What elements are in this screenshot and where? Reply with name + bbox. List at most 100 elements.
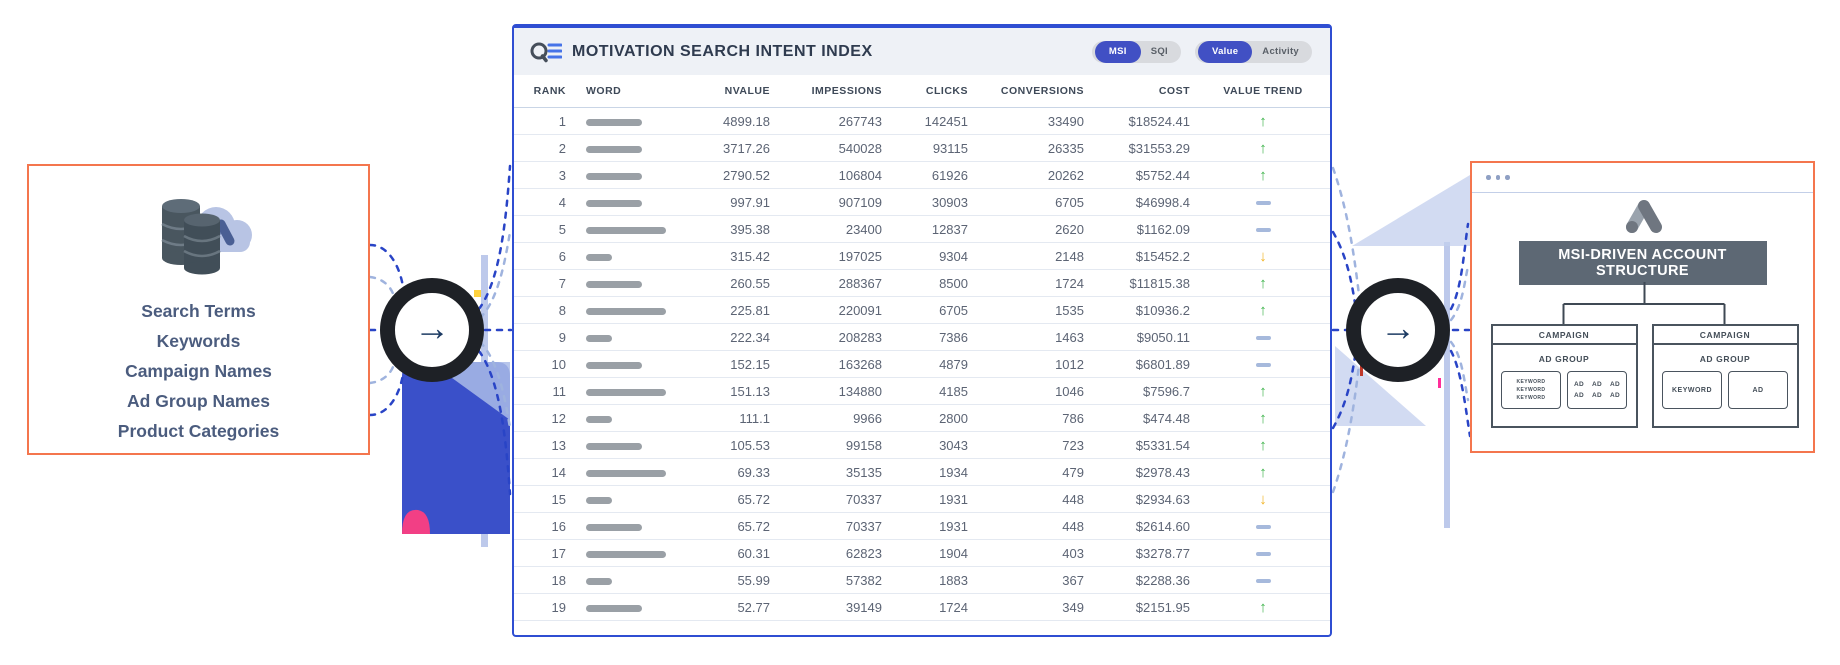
- trend-up-icon: ↑: [1259, 436, 1267, 454]
- word-cell: [572, 357, 684, 372]
- rank-cell: 2: [558, 140, 566, 156]
- redacted-word-bar: [586, 253, 612, 261]
- cost-cell: $6801.89: [1135, 356, 1190, 372]
- word-cell: [572, 303, 684, 318]
- redacted-word-bar: [586, 361, 642, 369]
- trend-down-icon: ↓: [1259, 247, 1267, 265]
- table-row: 18 55.99 57382 1883 367 $2288.36: [514, 567, 1330, 594]
- trend-cell: [1196, 546, 1330, 561]
- impressions-cell: 62823: [845, 545, 882, 561]
- impressions-cell: 134880: [838, 383, 882, 399]
- clicks-cell: 9304: [939, 248, 968, 264]
- nvalue-cell: 69.33: [737, 464, 770, 480]
- redacted-word-bar: [586, 118, 642, 126]
- clicks-cell: 8500: [939, 275, 968, 291]
- rank-cell: 14: [551, 464, 566, 480]
- trend-cell: ↑: [1196, 410, 1330, 427]
- conversions-cell: 479: [1062, 464, 1084, 480]
- table-row: 14 69.33 35135 1934 479 $2978.43 ↑: [514, 459, 1330, 486]
- cost-cell: $9050.11: [1136, 329, 1190, 345]
- campaign-row: CAMPAIGN AD GROUP KEYWORD KEYWORD KEYWORD AD A…: [1472, 324, 1817, 428]
- nvalue-cell: 111.1: [739, 410, 770, 426]
- table-row: 10 152.15 163268 4879 1012 $6801.89: [514, 351, 1330, 378]
- clicks-cell: 1931: [939, 491, 968, 507]
- ad-single-box: AD: [1728, 371, 1788, 409]
- clicks-cell: 61926: [931, 167, 968, 183]
- word-cell: [572, 222, 684, 237]
- window-dots-icon: [1495, 175, 1500, 180]
- cost-cell: $2288.36: [1135, 572, 1190, 588]
- fan-triangle-top: [1352, 175, 1470, 246]
- msi-table-window: MOTIVATION SEARCH INTENT INDEX MSI SQI Val…: [512, 24, 1332, 637]
- trend-up-icon: ↑: [1259, 274, 1267, 292]
- ad-label: AD: [1610, 381, 1620, 388]
- data-source-item: Ad Group Names: [127, 391, 270, 411]
- table-row: 1 4899.18 267743 142451 33490 $18524.41 ↑: [514, 108, 1330, 135]
- toggle-option-msi[interactable]: MSI: [1094, 40, 1141, 63]
- table-row: 15 65.72 70337 1931 448 $2934.63 ↓: [514, 486, 1330, 513]
- clicks-cell: 3043: [939, 437, 968, 453]
- toggle-groups: MSI SQI Value Activity: [1091, 40, 1312, 63]
- database-cloud-ads-icon: [29, 188, 368, 280]
- trend-cell: ↑: [1196, 437, 1330, 454]
- trend-flat-icon: [1255, 201, 1271, 205]
- clicks-cell: 93115: [932, 140, 968, 156]
- trend-up-icon: ↑: [1259, 139, 1267, 157]
- ad-grid: AD AD AD AD AD AD: [1574, 381, 1620, 399]
- clicks-cell: 6705: [939, 302, 968, 318]
- conversions-cell: 2620: [1055, 221, 1084, 237]
- toggle-option-value[interactable]: Value: [1197, 40, 1253, 63]
- ad-label: AD: [1592, 392, 1602, 399]
- ad-grid-box: AD AD AD AD AD AD: [1567, 371, 1627, 409]
- conversions-cell: 1046: [1055, 383, 1084, 399]
- trend-cell: [1196, 195, 1330, 210]
- cost-cell: $2978.43: [1135, 464, 1190, 480]
- data-source-list: Search Terms Keywords Campaign Names Ad Gro…: [29, 296, 368, 446]
- nvalue-cell: 997.91: [730, 194, 770, 210]
- word-cell: [572, 546, 684, 561]
- table-row: 8 225.81 220091 6705 1535 $10936.2 ↑: [514, 297, 1330, 324]
- column-header-cost: COST: [1158, 85, 1190, 97]
- trend-flat-icon: [1255, 552, 1271, 556]
- conversions-cell: 403: [1062, 545, 1084, 561]
- table-title: MOTIVATION SEARCH INTENT INDEX: [572, 42, 873, 60]
- toggle-option-sqi[interactable]: SQI: [1150, 46, 1168, 57]
- ad-label: AD: [1574, 392, 1584, 399]
- impressions-cell: 57382: [845, 572, 882, 588]
- trend-flat-icon: [1255, 579, 1271, 583]
- trend-cell: [1196, 357, 1330, 372]
- table-row: 3 2790.52 106804 61926 20262 $5752.44 ↑: [514, 162, 1330, 189]
- toggle-option-activity[interactable]: Activity: [1262, 46, 1299, 57]
- ad-label: AD: [1752, 386, 1764, 394]
- trend-up-icon: ↑: [1259, 166, 1267, 184]
- trend-cell: ↑: [1196, 302, 1330, 319]
- table-title-bar: MOTIVATION SEARCH INTENT INDEX MSI SQI Val…: [514, 28, 1330, 75]
- nvalue-cell: 65.72: [737, 491, 770, 507]
- data-source-item: Keywords: [156, 331, 241, 351]
- clicks-cell: 4879: [939, 356, 968, 372]
- clicks-cell: 1904: [939, 545, 968, 561]
- trend-cell: ↑: [1196, 140, 1330, 157]
- column-header-nvalue: NVALUE: [724, 85, 770, 97]
- keyword-label: KEYWORD: [1516, 395, 1546, 401]
- cost-cell: $15452.2: [1135, 248, 1190, 264]
- rank-cell: 10: [551, 356, 566, 372]
- trend-cell: ↑: [1196, 464, 1330, 481]
- nvalue-cell: 315.42: [730, 248, 770, 264]
- conversions-cell: 1724: [1055, 275, 1084, 291]
- table-row: 12 111.1 9966 2800 786 $474.48 ↑: [514, 405, 1330, 432]
- column-header-clicks: CLICKS: [925, 85, 968, 97]
- right-edge-strip: [1444, 242, 1450, 528]
- conversions-cell: 1535: [1055, 302, 1084, 318]
- redacted-word-bar: [586, 226, 666, 234]
- word-cell: [572, 249, 684, 264]
- redacted-word-bar: [586, 415, 612, 423]
- value-activity-toggle: Value Activity: [1194, 40, 1312, 63]
- column-header-word: WORD: [586, 85, 622, 97]
- cost-cell: $18524.41: [1128, 113, 1190, 129]
- word-cell: [572, 168, 684, 183]
- word-cell: [572, 276, 684, 291]
- cost-cell: $2151.95: [1135, 599, 1190, 615]
- conversions-cell: 786: [1062, 410, 1084, 426]
